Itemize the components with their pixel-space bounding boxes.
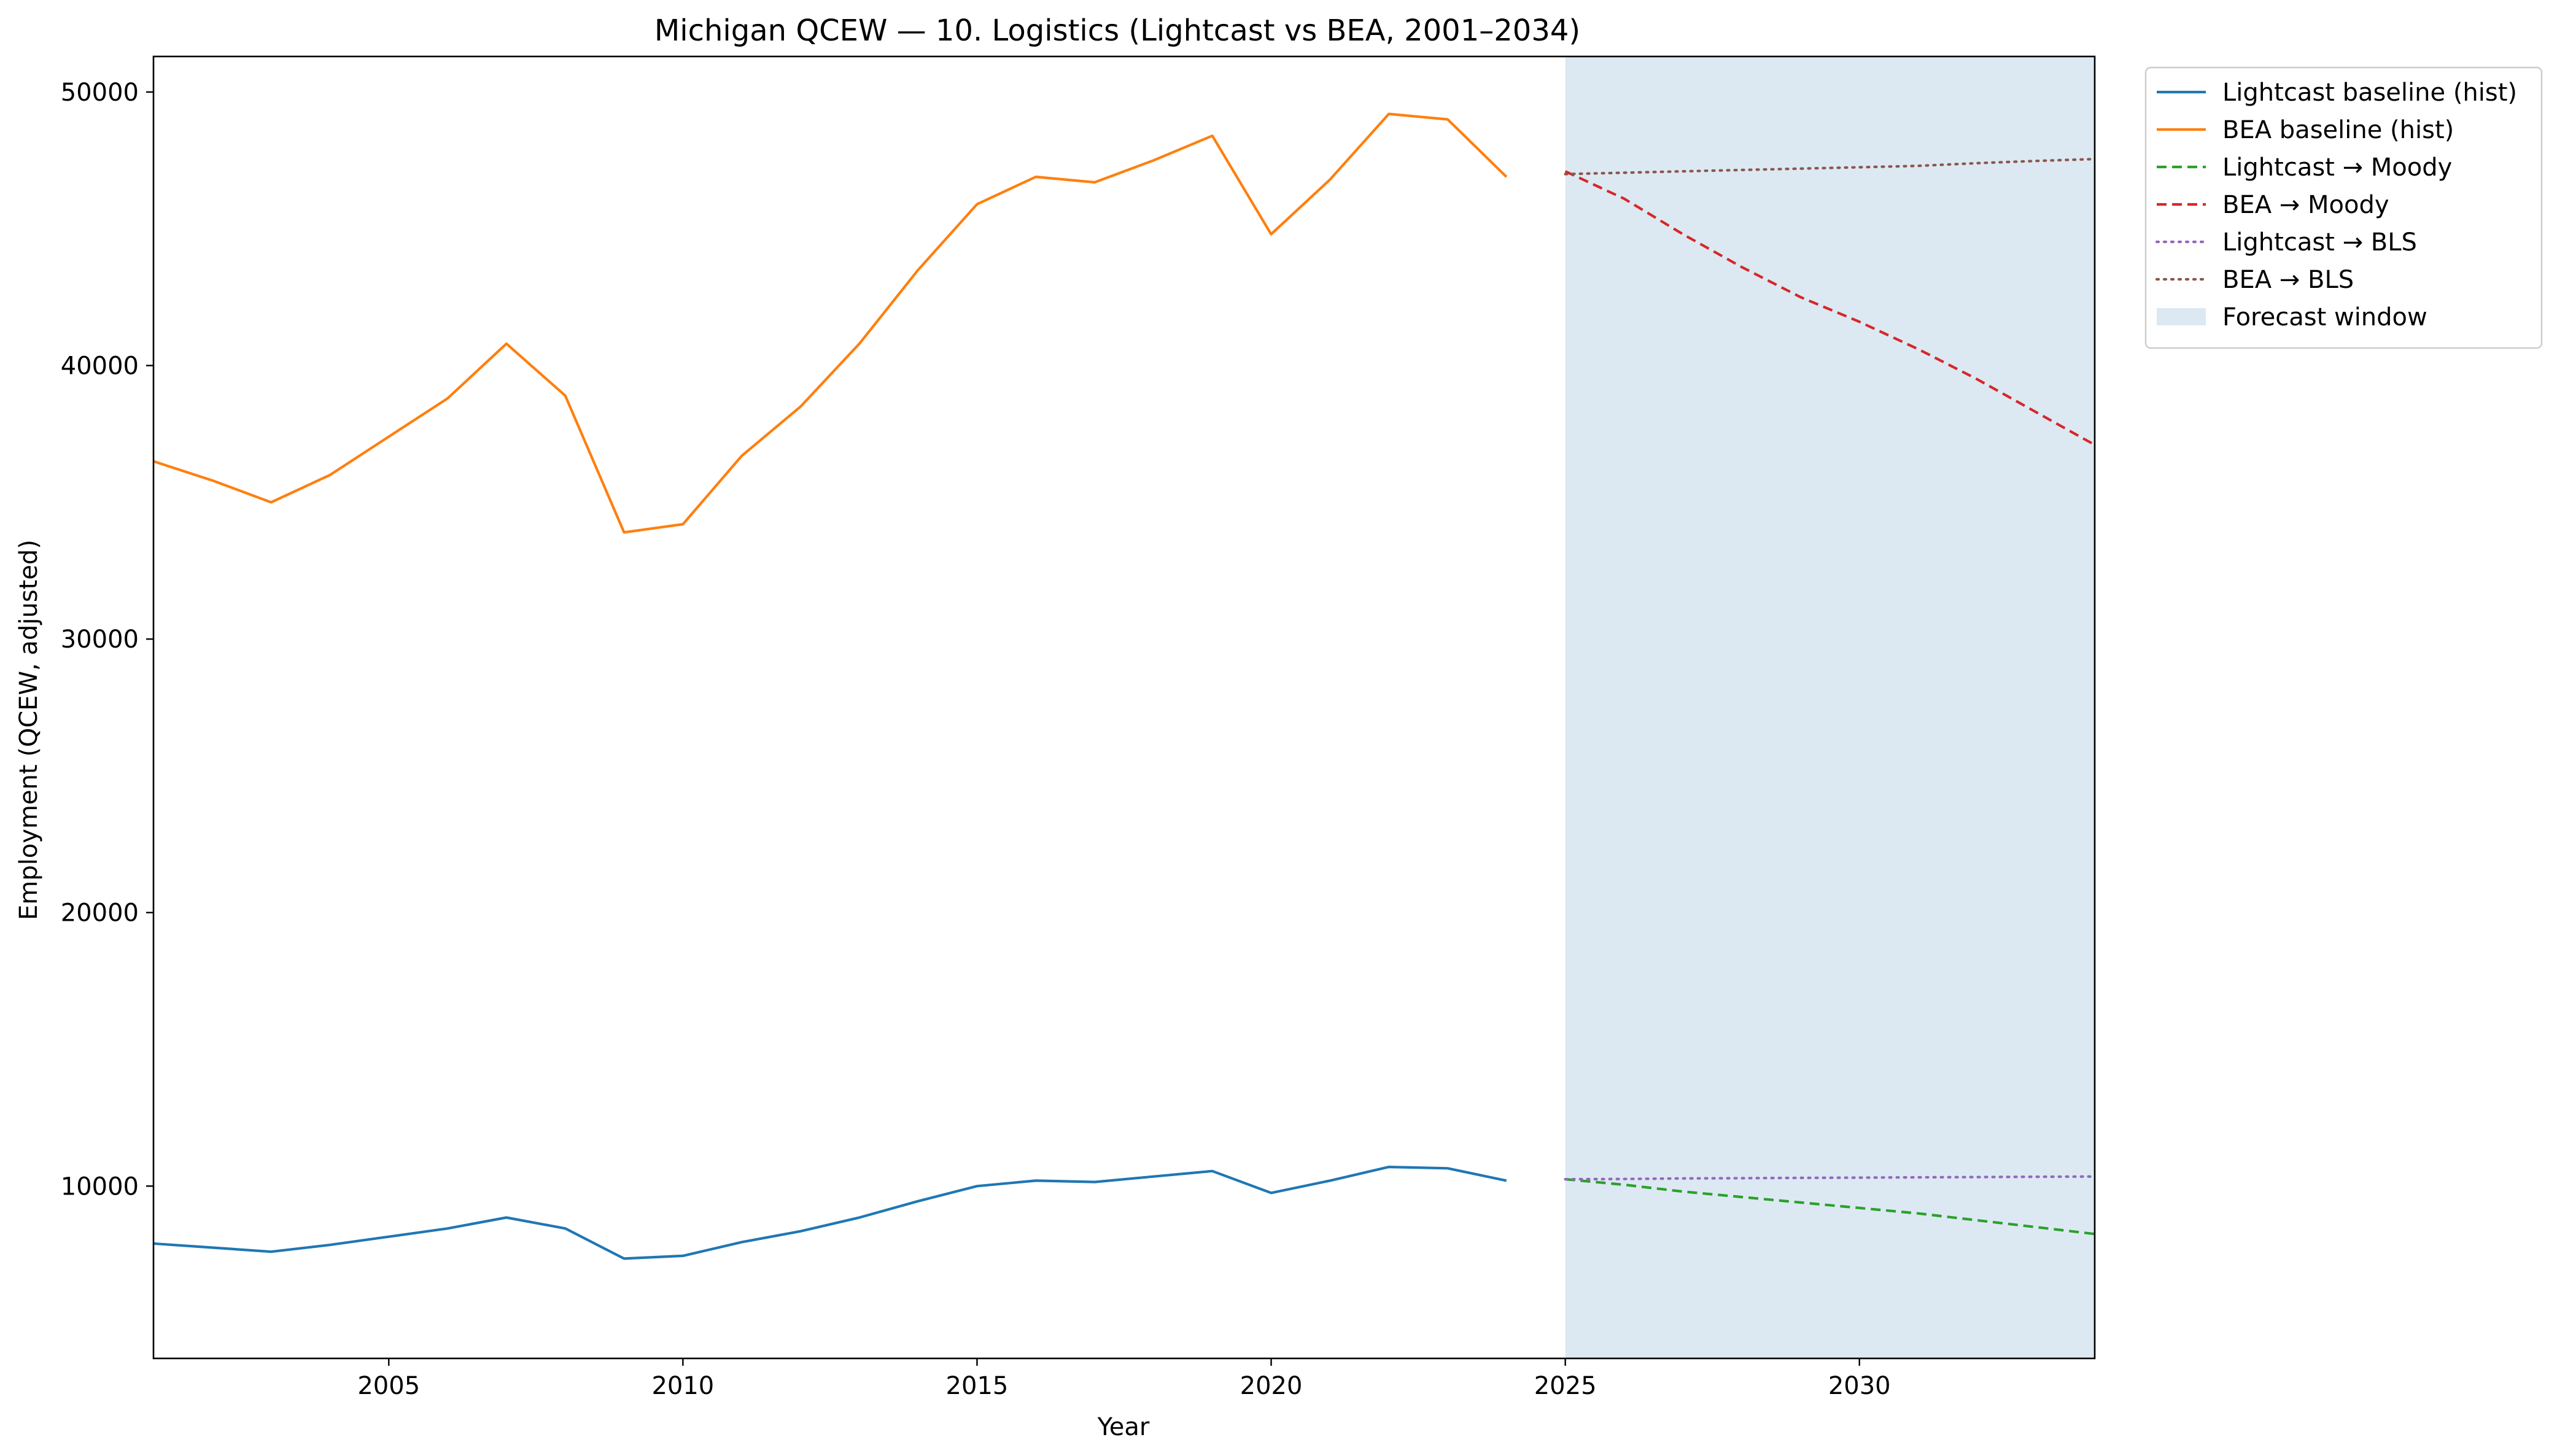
x-tick-label: 2025 <box>1534 1372 1597 1400</box>
legend-label: Lightcast → BLS <box>2222 228 2417 257</box>
y-tick-label: 50000 <box>61 79 139 107</box>
legend: Lightcast baseline (hist) BEA baseline (h… <box>2144 66 2543 349</box>
legend-frame <box>2144 66 2543 349</box>
legend-label: Forecast window <box>2222 303 2427 331</box>
series-line-bea-bls <box>1564 158 2097 176</box>
y-tick-label: 40000 <box>61 352 139 381</box>
legend-label: BEA baseline (hist) <box>2222 116 2454 144</box>
series-layer <box>153 112 2097 1260</box>
y-axis-label: Employment (QCEW, adjusted) <box>15 540 43 920</box>
y-tick-label: 20000 <box>61 899 139 927</box>
series-line-bea-moody <box>1564 170 2096 446</box>
legend-label: BEA → BLS <box>2222 266 2354 294</box>
forecast-window-layer <box>1565 56 2095 1358</box>
legend-label: BEA → Moody <box>2222 191 2389 219</box>
x-tick-label: 2015 <box>946 1372 1009 1400</box>
x-axis-label: Year <box>1097 1413 1150 1441</box>
legend-label: Lightcast baseline (hist) <box>2222 79 2517 107</box>
x-tick-label: 2030 <box>1828 1372 1891 1400</box>
x-tick-label: 2005 <box>357 1372 420 1400</box>
plot-frame <box>152 55 2096 1360</box>
legend-swatch-forecast-window <box>2157 308 2206 325</box>
series-line-lightcast-baseline-hist <box>153 1165 1507 1260</box>
y-tick-label: 10000 <box>61 1172 139 1201</box>
x-tick-label: 2020 <box>1240 1372 1303 1400</box>
chart-title: Michigan QCEW — 10. Logistics (Lightcast… <box>654 14 1580 48</box>
series-line-lightcast-bls <box>1564 1175 2097 1181</box>
legend-label: Lightcast → Moody <box>2222 153 2452 182</box>
series-line-bea-baseline-hist <box>153 112 1508 534</box>
axis-ticks: 2005 2010 2015 2020 2025 2030 10000 20000 30000 4… <box>61 79 1891 1400</box>
y-tick-label: 30000 <box>61 625 139 654</box>
x-tick-label: 2010 <box>651 1372 714 1400</box>
series-line-lightcast-moody <box>1565 1178 2095 1236</box>
forecast-window-shade <box>1565 56 2095 1358</box>
